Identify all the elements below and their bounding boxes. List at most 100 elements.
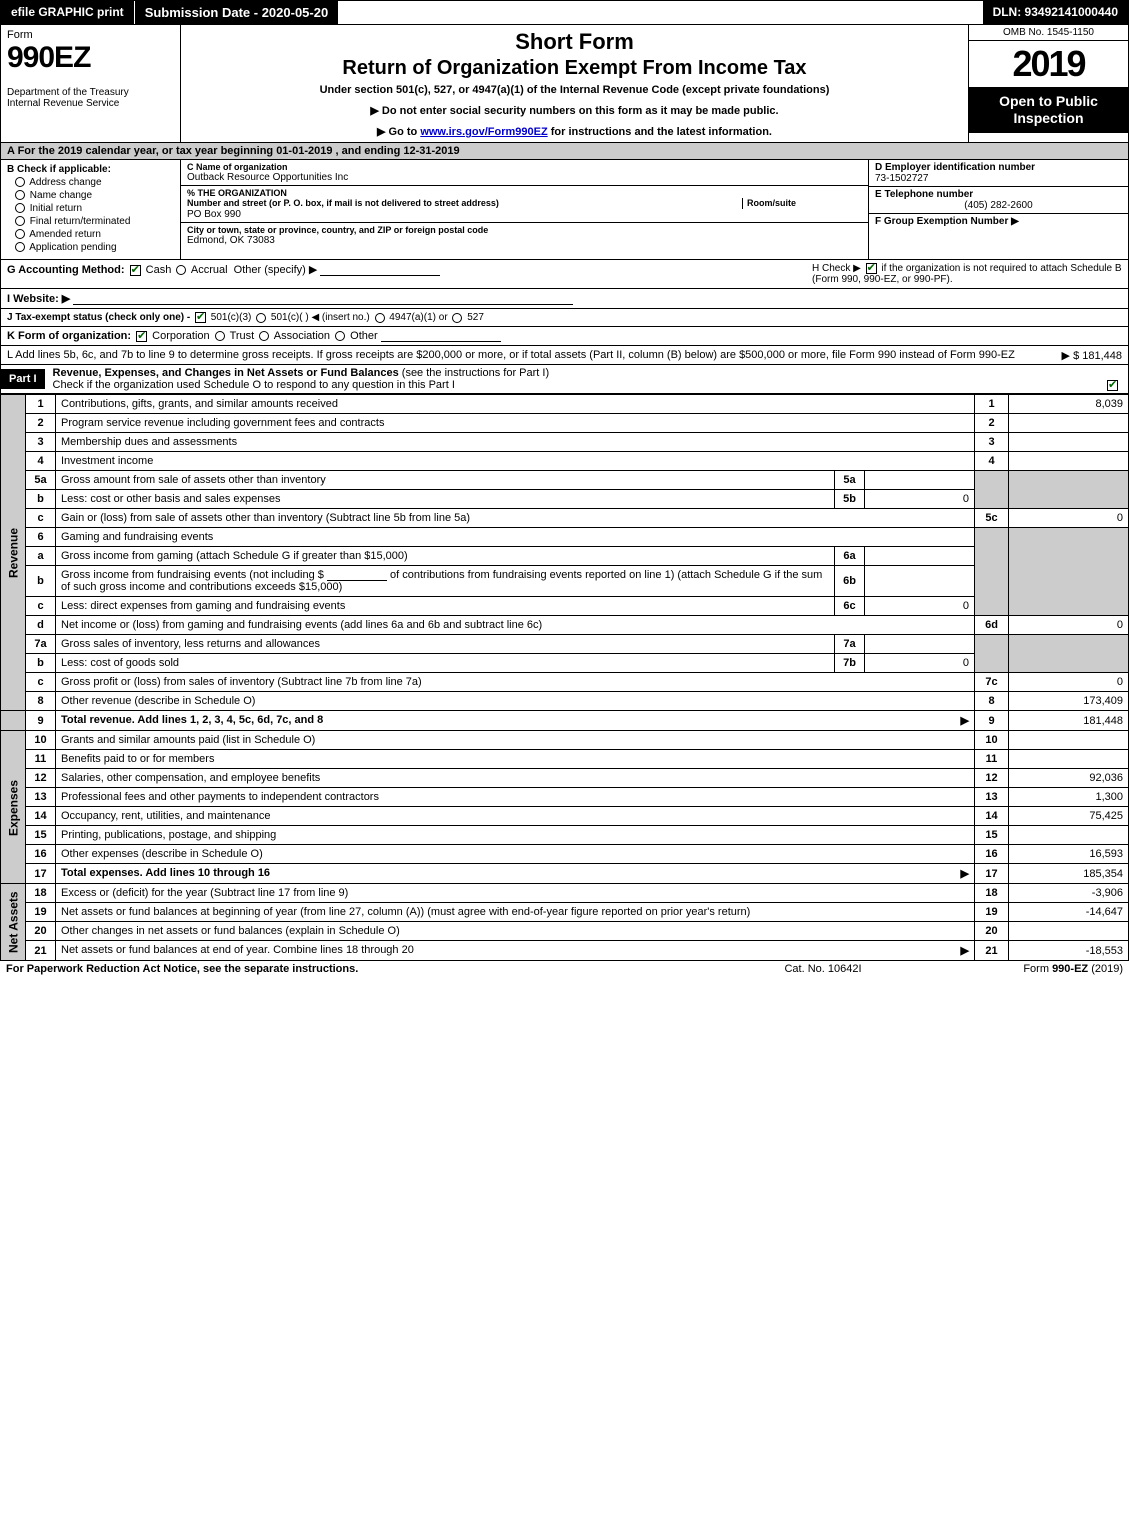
chk-amended-return[interactable]: Amended return — [13, 229, 174, 240]
line-12: 12 Salaries, other compensation, and emp… — [1, 769, 1129, 788]
chk-501c[interactable] — [256, 313, 266, 323]
chk-H[interactable] — [866, 263, 877, 274]
line-18: Net Assets 18 Excess or (deficit) for th… — [1, 884, 1129, 903]
chk-cash[interactable] — [130, 265, 141, 276]
lbl-accrual: Accrual — [191, 264, 228, 276]
chk-initial-return[interactable]: Initial return — [13, 203, 174, 214]
row-G-H: G Accounting Method: Cash Accrual Other … — [0, 260, 1129, 289]
period-row: A For the 2019 calendar year, or tax yea… — [0, 143, 1129, 160]
chk-other-org[interactable] — [335, 331, 345, 341]
lbl-501c3: 501(c)(3) — [211, 312, 252, 323]
J-label: J Tax-exempt status (check only one) - — [7, 312, 190, 323]
part1-header: Part I Revenue, Expenses, and Changes in… — [0, 365, 1129, 394]
lines-table: Revenue 1 Contributions, gifts, grants, … — [0, 394, 1129, 961]
chk-4947[interactable] — [375, 313, 385, 323]
instr-goto: ▶ Go to www.irs.gov/Form990EZ for instru… — [189, 125, 960, 138]
chk-schedO[interactable] — [1107, 380, 1118, 391]
chk-527[interactable] — [452, 313, 462, 323]
part1-label: Part I — [1, 369, 45, 389]
row-L: L Add lines 5b, 6c, and 7b to line 9 to … — [0, 346, 1129, 365]
chk-accrual[interactable] — [176, 265, 186, 275]
line-11: 11 Benefits paid to or for members 11 — [1, 750, 1129, 769]
org-name-cell: C Name of organization Outback Resource … — [181, 160, 868, 186]
group-cell: F Group Exemption Number ▶ — [869, 214, 1128, 259]
dept-irs: Internal Revenue Service — [7, 98, 174, 109]
pct-org-label: % THE ORGANIZATION — [187, 188, 862, 198]
room-label: Room/suite — [747, 198, 796, 208]
form-header: Form 990EZ Department of the Treasury In… — [0, 25, 1129, 143]
form-label: Form — [7, 29, 174, 41]
footer-left: For Paperwork Reduction Act Notice, see … — [6, 963, 723, 975]
footer-right: Form 990-EZ (2019) — [923, 963, 1123, 975]
I-label: I Website: ▶ — [7, 293, 70, 305]
city-cell: City or town, state or province, country… — [181, 223, 868, 248]
top-bar: efile GRAPHIC print Submission Date - 20… — [0, 0, 1129, 25]
street-cell: % THE ORGANIZATION Number and street (or… — [181, 186, 868, 223]
street-value: PO Box 990 — [187, 209, 862, 220]
line-6a: a Gross income from gaming (attach Sched… — [1, 547, 1129, 566]
line-9: 9 Total revenue. Add lines 1, 2, 3, 4, 5… — [1, 711, 1129, 731]
ein-label: D Employer identification number — [875, 162, 1122, 173]
website-input[interactable] — [73, 293, 573, 305]
section-B: B Check if applicable: Address change Na… — [1, 160, 181, 259]
other-specify-input[interactable] — [320, 264, 440, 276]
L-amount: ▶ $ 181,448 — [1062, 349, 1122, 362]
line-4: 4 Investment income 4 — [1, 452, 1129, 471]
other-org-input[interactable] — [381, 330, 501, 342]
irs-link[interactable]: www.irs.gov/Form990EZ — [420, 126, 547, 138]
chk-application-pending[interactable]: Application pending — [13, 242, 174, 253]
footer-center: Cat. No. 10642I — [723, 963, 923, 975]
line-15: 15 Printing, publications, postage, and … — [1, 826, 1129, 845]
ein-value: 73-1502727 — [875, 173, 1122, 184]
L-text: L Add lines 5b, 6c, and 7b to line 9 to … — [7, 349, 1015, 361]
line-7c: c Gross profit or (loss) from sales of i… — [1, 673, 1129, 692]
phone-cell: E Telephone number (405) 282-2600 — [869, 187, 1128, 214]
row-J: J Tax-exempt status (check only one) - 5… — [0, 309, 1129, 327]
dept-treasury: Department of the Treasury — [7, 87, 174, 98]
row-I: I Website: ▶ — [0, 289, 1129, 309]
short-form-title: Short Form — [189, 29, 960, 55]
lbl-other: Other (specify) ▶ — [234, 264, 318, 276]
return-title: Return of Organization Exempt From Incom… — [189, 57, 960, 80]
tax-year: 2019 — [969, 41, 1128, 87]
topbar-spacer — [338, 1, 982, 24]
line-16: 16 Other expenses (describe in Schedule … — [1, 845, 1129, 864]
line-6: 6 Gaming and fundraising events — [1, 528, 1129, 547]
ein-cell: D Employer identification number 73-1502… — [869, 160, 1128, 187]
city-label: City or town, state or province, country… — [187, 225, 862, 235]
submission-date: Submission Date - 2020-05-20 — [135, 1, 339, 24]
H-text2: if the organization is not required to a… — [881, 263, 1121, 274]
street-label: Number and street (or P. O. box, if mail… — [187, 198, 499, 208]
H-text3: (Form 990, 990-EZ, or 990-PF). — [812, 274, 953, 285]
chk-assoc[interactable] — [259, 331, 269, 341]
page-footer: For Paperwork Reduction Act Notice, see … — [0, 961, 1129, 977]
chk-corp[interactable] — [136, 331, 147, 342]
chk-final-return[interactable]: Final return/terminated — [13, 216, 174, 227]
part1-checkline: Check if the organization used Schedule … — [53, 379, 455, 391]
efile-print-button[interactable]: efile GRAPHIC print — [1, 1, 135, 24]
phone-label: E Telephone number — [875, 189, 1122, 200]
chk-trust[interactable] — [215, 331, 225, 341]
lbl-527: 527 — [467, 312, 484, 323]
omb-number: OMB No. 1545-1150 — [969, 25, 1128, 41]
line-13: 13 Professional fees and other payments … — [1, 788, 1129, 807]
org-name-label: C Name of organization — [187, 162, 862, 172]
chk-name-change[interactable]: Name change — [13, 190, 174, 201]
line-7a: 7a Gross sales of inventory, less return… — [1, 635, 1129, 654]
side-netassets: Net Assets — [1, 884, 26, 961]
phone-value: (405) 282-2600 — [875, 200, 1122, 211]
line-21: 21 Net assets or fund balances at end of… — [1, 941, 1129, 961]
instr-goto-pre: ▶ Go to — [377, 126, 420, 138]
section-C: C Name of organization Outback Resource … — [181, 160, 868, 259]
line-3: 3 Membership dues and assessments 3 — [1, 433, 1129, 452]
city-value: Edmond, OK 73083 — [187, 235, 862, 246]
6b-blank[interactable] — [327, 569, 387, 581]
id-block: B Check if applicable: Address change Na… — [0, 160, 1129, 260]
lbl-corp: Corporation — [152, 330, 209, 342]
chk-501c3[interactable] — [195, 312, 206, 323]
line-17: 17 Total expenses. Add lines 10 through … — [1, 864, 1129, 884]
chk-address-change[interactable]: Address change — [13, 177, 174, 188]
instr-goto-post: for instructions and the latest informat… — [548, 126, 772, 138]
section-DEF: D Employer identification number 73-1502… — [868, 160, 1128, 259]
section-H: H Check ▶ if the organization is not req… — [802, 263, 1122, 285]
